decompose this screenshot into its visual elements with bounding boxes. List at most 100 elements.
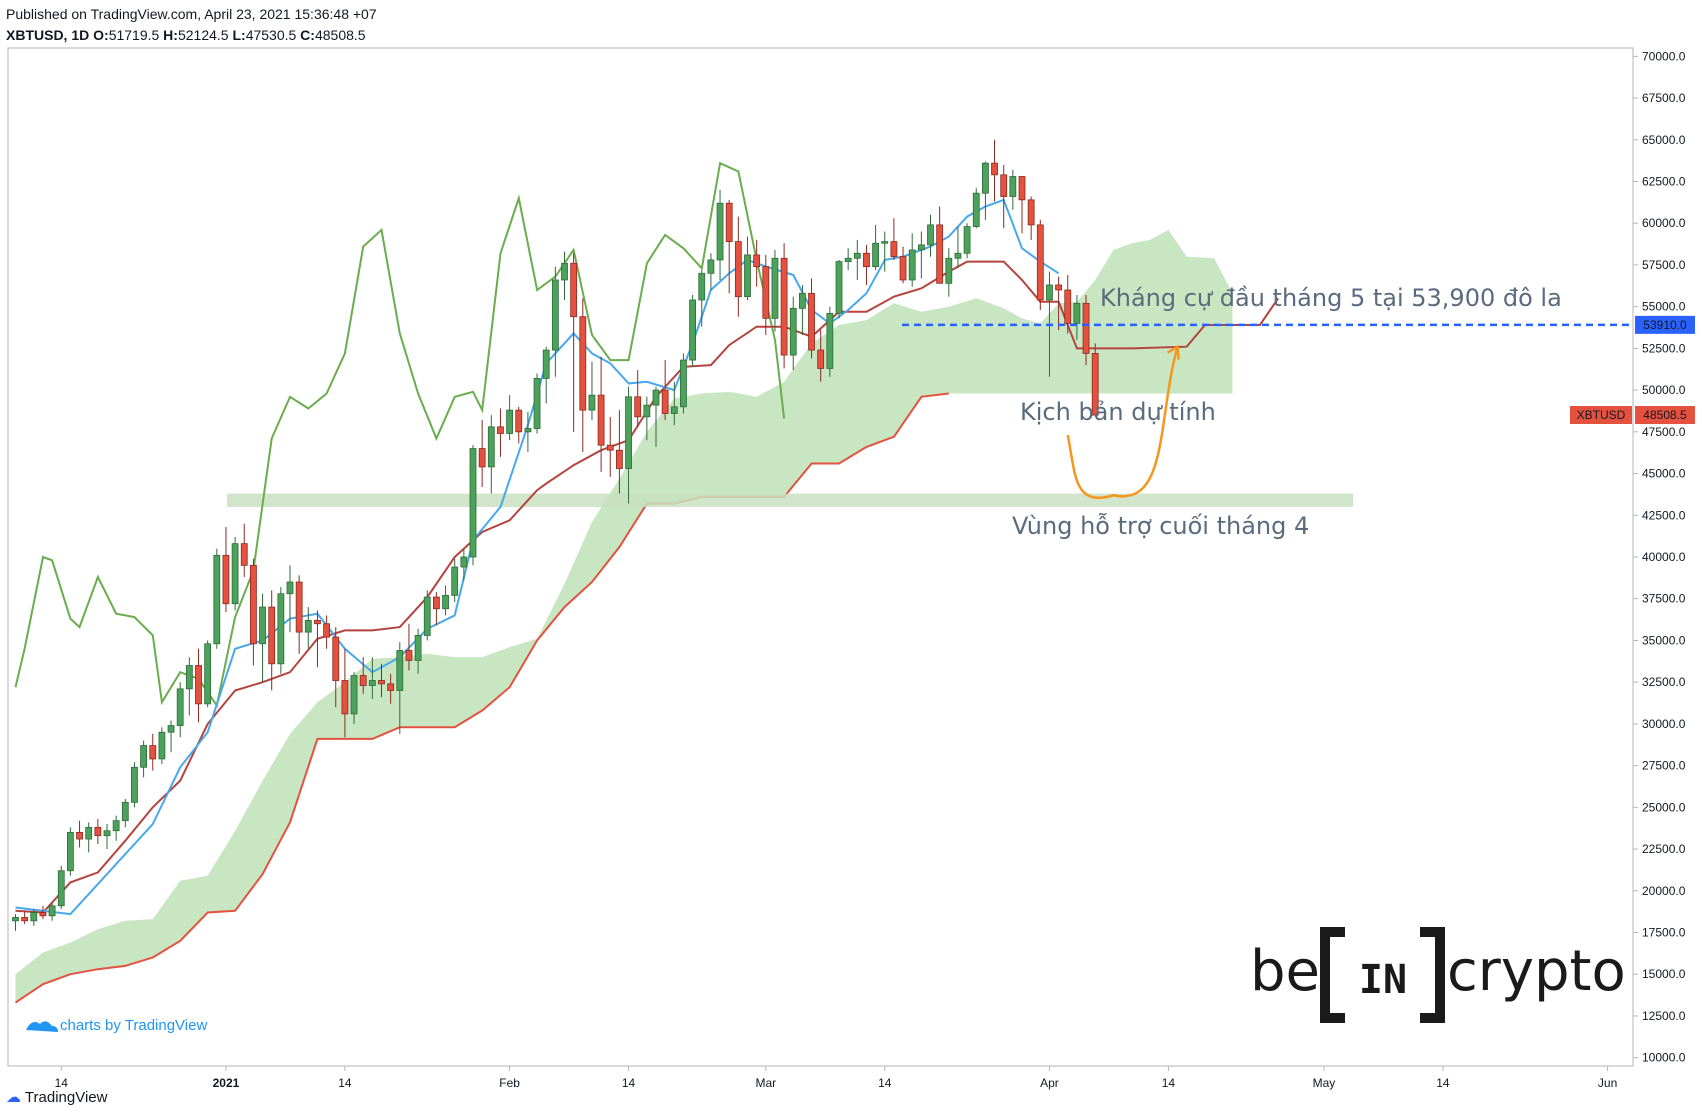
candle bbox=[231, 536, 239, 611]
candle-body bbox=[542, 349, 550, 379]
candle bbox=[881, 231, 889, 272]
x-tick-label: 14 bbox=[1162, 1076, 1176, 1090]
candle-body bbox=[972, 192, 980, 227]
candle-body bbox=[561, 262, 568, 281]
candle bbox=[1027, 196, 1035, 240]
candle-body bbox=[1027, 199, 1035, 226]
candle-body bbox=[304, 620, 312, 633]
candle-body bbox=[551, 279, 559, 351]
logo-in: IN bbox=[1359, 957, 1407, 1003]
candle-body bbox=[231, 543, 239, 605]
scenario-arrow bbox=[1066, 346, 1179, 499]
candle-body bbox=[103, 830, 111, 837]
candle bbox=[716, 189, 724, 280]
candle bbox=[30, 909, 38, 926]
candle bbox=[57, 865, 65, 910]
candle-body bbox=[240, 543, 248, 566]
candle-body bbox=[1055, 284, 1062, 291]
candle bbox=[121, 798, 129, 828]
candle bbox=[378, 663, 385, 698]
support-zone-band bbox=[227, 493, 1353, 507]
senkou-span-b-line bbox=[14, 392, 949, 1004]
candle-body bbox=[268, 606, 276, 665]
candle-body bbox=[460, 556, 468, 568]
candle-body bbox=[432, 596, 440, 610]
candle-body bbox=[945, 257, 953, 284]
y-tick-label: 27500.0 bbox=[1642, 759, 1686, 773]
candle-body bbox=[927, 224, 934, 246]
candle-body bbox=[533, 378, 541, 429]
x-tick-label: Feb bbox=[499, 1076, 520, 1090]
tradingview-label: TradingView bbox=[24, 1089, 108, 1106]
candle-body bbox=[1009, 176, 1017, 197]
candle bbox=[204, 640, 212, 708]
candle bbox=[533, 373, 541, 434]
candle-body bbox=[954, 252, 962, 259]
candle-body bbox=[332, 636, 340, 681]
candle-body bbox=[85, 826, 93, 840]
candle-body bbox=[835, 261, 843, 314]
candle bbox=[872, 224, 879, 270]
logo-be: be bbox=[1250, 939, 1320, 1004]
candle-body bbox=[131, 766, 138, 803]
candle-body bbox=[30, 912, 38, 922]
symbol-interval: XBTUSD, 1D bbox=[6, 27, 90, 43]
candle-body bbox=[734, 241, 742, 298]
candle-body bbox=[497, 426, 504, 434]
ohlc-value: 47530.5 bbox=[245, 27, 297, 43]
y-tick-label: 60000.0 bbox=[1642, 216, 1686, 230]
y-tick-label: 10000.0 bbox=[1642, 1051, 1686, 1065]
candle bbox=[323, 615, 331, 649]
x-tick-label: 14 bbox=[622, 1076, 636, 1090]
candle bbox=[753, 239, 761, 287]
candle-body bbox=[259, 606, 266, 645]
support-zone-label: Vùng hỗ trợ cuối tháng 4 bbox=[1012, 511, 1309, 540]
tradingview-footer[interactable]: ☁ TradingView bbox=[6, 1088, 107, 1106]
y-tick-label: 70000.0 bbox=[1642, 49, 1686, 63]
candle-body bbox=[652, 389, 660, 406]
candle bbox=[423, 590, 431, 641]
candle-body bbox=[1018, 176, 1026, 201]
y-tick-label: 50000.0 bbox=[1642, 383, 1686, 397]
candle-body bbox=[140, 745, 148, 768]
candle bbox=[954, 226, 962, 269]
candle bbox=[835, 259, 843, 319]
candle-body bbox=[515, 409, 523, 433]
candle-body bbox=[487, 426, 495, 468]
charts-by-tradingview[interactable]: charts by TradingView bbox=[26, 1017, 207, 1034]
candle bbox=[67, 827, 74, 876]
candle bbox=[277, 587, 285, 674]
candle bbox=[661, 360, 669, 421]
candle-body bbox=[689, 299, 696, 361]
candle-body bbox=[167, 725, 175, 733]
candle-body bbox=[643, 404, 651, 418]
candle bbox=[304, 607, 312, 649]
candle bbox=[368, 657, 376, 699]
y-tick-label: 22500.0 bbox=[1642, 842, 1686, 856]
candle bbox=[39, 905, 47, 920]
candle-body bbox=[359, 675, 367, 686]
candle bbox=[561, 251, 568, 300]
candle bbox=[524, 411, 532, 452]
charts-by-label: charts by TradingView bbox=[60, 1017, 207, 1034]
tradingview-logo-icon: ☁ bbox=[6, 1089, 21, 1106]
y-tick-label: 37500.0 bbox=[1642, 592, 1686, 606]
candle bbox=[606, 416, 614, 477]
candle-body bbox=[597, 394, 605, 446]
candle-body bbox=[67, 831, 74, 872]
candle-body bbox=[57, 870, 65, 907]
x-tick-label: 14 bbox=[338, 1076, 352, 1090]
candle-body bbox=[39, 912, 47, 917]
candle bbox=[21, 910, 29, 925]
candle bbox=[762, 254, 770, 336]
candle-body bbox=[753, 254, 761, 268]
candle bbox=[149, 733, 157, 771]
ohlc-key: H: bbox=[159, 27, 178, 43]
candle bbox=[405, 623, 413, 671]
candle bbox=[771, 249, 779, 332]
candle-body bbox=[963, 226, 971, 254]
last-price-label: 48508.5 bbox=[1643, 408, 1687, 422]
y-tick-label: 32500.0 bbox=[1642, 675, 1686, 689]
candle-body bbox=[112, 820, 120, 832]
